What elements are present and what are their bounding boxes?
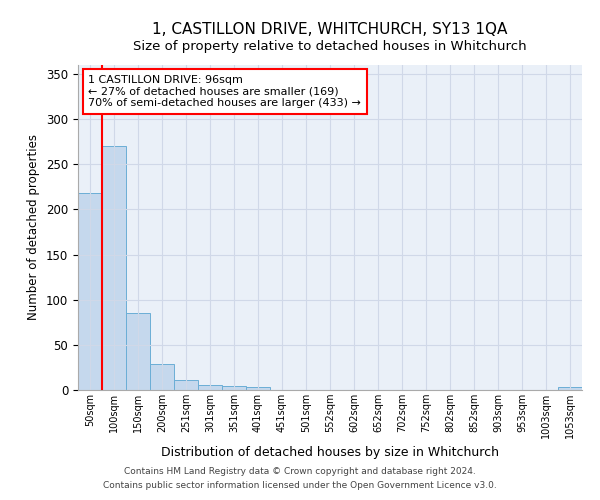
Text: 1, CASTILLON DRIVE, WHITCHURCH, SY13 1QA: 1, CASTILLON DRIVE, WHITCHURCH, SY13 1QA bbox=[152, 22, 508, 38]
X-axis label: Distribution of detached houses by size in Whitchurch: Distribution of detached houses by size … bbox=[161, 446, 499, 460]
Text: Contains public sector information licensed under the Open Government Licence v3: Contains public sector information licen… bbox=[103, 481, 497, 490]
Text: Contains HM Land Registry data © Crown copyright and database right 2024.: Contains HM Land Registry data © Crown c… bbox=[124, 467, 476, 476]
Bar bbox=[78, 193, 102, 390]
Bar bbox=[126, 314, 150, 390]
Bar bbox=[246, 388, 270, 390]
Text: 1 CASTILLON DRIVE: 96sqm
← 27% of detached houses are smaller (169)
70% of semi-: 1 CASTILLON DRIVE: 96sqm ← 27% of detach… bbox=[88, 74, 361, 108]
Bar bbox=[198, 386, 222, 390]
Y-axis label: Number of detached properties: Number of detached properties bbox=[28, 134, 40, 320]
Bar bbox=[150, 364, 174, 390]
Bar bbox=[102, 146, 126, 390]
Bar bbox=[558, 388, 582, 390]
Text: Size of property relative to detached houses in Whitchurch: Size of property relative to detached ho… bbox=[133, 40, 527, 53]
Bar bbox=[174, 380, 198, 390]
Bar bbox=[222, 386, 246, 390]
